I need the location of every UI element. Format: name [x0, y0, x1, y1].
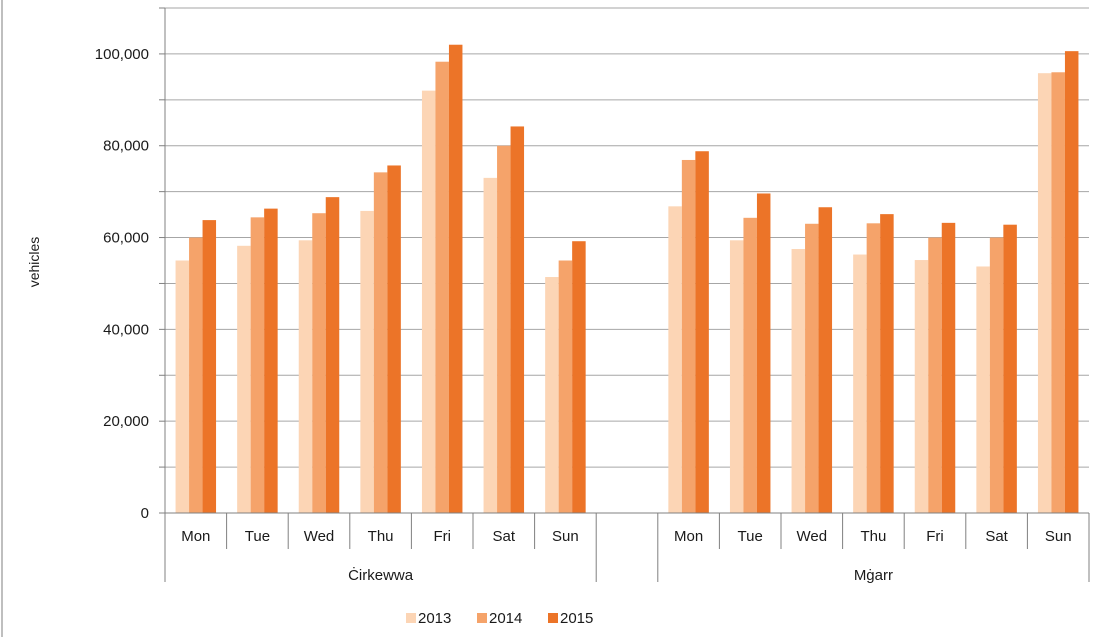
- x-category-label: Tue: [738, 528, 763, 545]
- x-category-label: Fri: [433, 528, 451, 545]
- bar-2014: [866, 223, 881, 513]
- bar-2015: [325, 197, 340, 514]
- y-tick-label: 100,000: [95, 46, 149, 63]
- x-category-label: Mon: [674, 528, 703, 545]
- x-category-label: Fri: [926, 528, 944, 545]
- bar-2013: [483, 177, 498, 513]
- bar-2013: [668, 206, 682, 513]
- y-tick-label: 20,000: [103, 413, 149, 430]
- bar-2013: [791, 249, 806, 514]
- bar-2015: [202, 220, 217, 513]
- bar-2013: [729, 240, 744, 514]
- x-category-label: Sat: [493, 528, 516, 545]
- bar-2014: [250, 217, 265, 513]
- bar-2015: [880, 214, 894, 513]
- bar-2015: [264, 208, 278, 513]
- bar-2014: [189, 237, 203, 513]
- bar-2013: [976, 266, 990, 513]
- x-axis-categories: Mon Tue Wed Thu Fri Sat Sun Ċirkewwa Mon Tue Wed Th…: [181, 528, 1071, 584]
- bar-2014: [312, 213, 326, 514]
- bar-2015: [941, 222, 956, 513]
- bar-2014: [681, 159, 696, 513]
- legend-swatch-2014: [477, 613, 487, 623]
- bar-2013: [360, 210, 374, 513]
- bar-2013: [237, 245, 251, 514]
- bar-2013: [545, 277, 559, 513]
- bar-2015: [818, 207, 833, 513]
- bar-2013: [175, 260, 190, 513]
- y-tick-label: 80,000: [103, 138, 149, 155]
- bar-2015: [1064, 51, 1079, 514]
- x-category-label: Sat: [985, 528, 1008, 545]
- legend: 2013 2014 2015: [406, 610, 593, 627]
- bar-2015: [695, 151, 709, 513]
- x-group-label: Ċirkewwa: [348, 566, 414, 584]
- x-category-label: Sun: [552, 528, 579, 545]
- bar-2014: [989, 237, 1004, 513]
- bar-2014: [558, 260, 573, 513]
- bar-2015: [510, 126, 525, 513]
- bar-2015: [756, 193, 771, 514]
- bar-2014: [928, 237, 942, 513]
- x-category-label: Mon: [181, 528, 210, 545]
- x-group-label: Mġarr: [854, 567, 893, 584]
- legend-label: 2014: [489, 610, 522, 627]
- legend-label: 2015: [560, 610, 593, 627]
- bar-2013: [421, 90, 436, 514]
- bar-2014: [373, 172, 388, 513]
- y-axis-title: vehicles: [26, 237, 42, 288]
- y-tick-label: 60,000: [103, 230, 149, 247]
- bar-2014: [805, 223, 819, 514]
- legend-label: 2013: [418, 610, 451, 627]
- bar-2013: [298, 240, 313, 514]
- bar-2015: [1003, 224, 1017, 513]
- bar-2015: [448, 44, 463, 514]
- legend-swatch-2015: [548, 613, 558, 623]
- y-tick-label: 0: [141, 505, 149, 522]
- y-tick-label: 40,000: [103, 321, 149, 338]
- bar-2013: [914, 260, 929, 513]
- x-category-label: Wed: [797, 528, 828, 545]
- bars: [175, 44, 1079, 514]
- bar-2014: [497, 145, 511, 513]
- x-category-label: Wed: [304, 528, 335, 545]
- bar-2013: [853, 254, 867, 514]
- bar-2014: [743, 217, 757, 513]
- y-axis-ticks: 0 20,000 40,000 60,000 80,000 100,000: [95, 7, 165, 522]
- bar-2015: [387, 165, 401, 513]
- x-category-label: Tue: [245, 528, 270, 545]
- bar-2014: [435, 61, 449, 514]
- bar-2013: [1037, 73, 1052, 513]
- legend-swatch-2013: [406, 613, 416, 623]
- x-category-label: Thu: [368, 528, 394, 545]
- bar-2015: [572, 241, 586, 513]
- x-category-label: Sun: [1045, 528, 1072, 545]
- x-category-label: Thu: [860, 528, 886, 545]
- axes: [164, 8, 1090, 582]
- bar-2014: [1051, 72, 1065, 513]
